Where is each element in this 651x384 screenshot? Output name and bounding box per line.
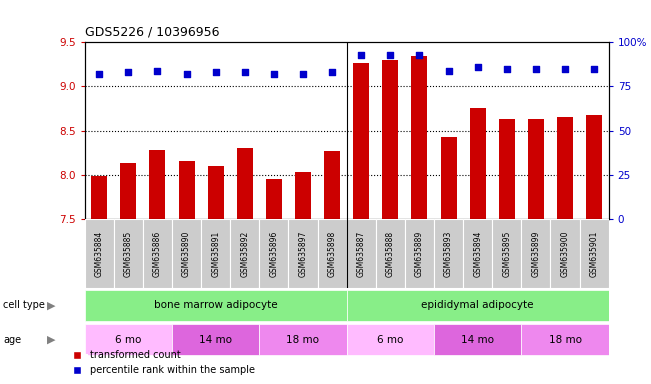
FancyBboxPatch shape (259, 219, 288, 288)
Text: GSM635900: GSM635900 (561, 230, 570, 277)
FancyBboxPatch shape (85, 290, 347, 321)
Text: GSM635901: GSM635901 (590, 230, 599, 276)
Bar (120, 163, 136, 219)
Text: GSM635892: GSM635892 (240, 230, 249, 276)
Text: cell type: cell type (3, 300, 45, 310)
Bar (499, 119, 515, 219)
Bar (266, 179, 282, 219)
Point (123, 69, 133, 75)
Text: GSM635897: GSM635897 (299, 230, 307, 276)
Text: GSM635896: GSM635896 (270, 230, 279, 276)
Point (269, 71, 279, 77)
Legend: transformed count, percentile rank within the sample: transformed count, percentile rank withi… (63, 346, 258, 379)
FancyBboxPatch shape (288, 219, 318, 288)
FancyBboxPatch shape (347, 219, 376, 288)
Text: GSM635895: GSM635895 (503, 230, 511, 276)
Bar (208, 166, 224, 219)
Point (182, 71, 192, 77)
FancyBboxPatch shape (114, 219, 143, 288)
Text: GSM635894: GSM635894 (473, 230, 482, 276)
Text: ▶: ▶ (47, 300, 55, 310)
Point (501, 66, 512, 72)
Bar (586, 115, 602, 219)
Bar (353, 63, 369, 219)
Bar (150, 150, 165, 219)
Text: GSM635898: GSM635898 (327, 230, 337, 276)
Point (531, 66, 541, 72)
Text: GSM635890: GSM635890 (182, 230, 191, 276)
FancyBboxPatch shape (201, 219, 230, 288)
Bar (382, 60, 398, 219)
Text: GSM635899: GSM635899 (531, 230, 540, 276)
FancyBboxPatch shape (551, 219, 579, 288)
Point (240, 69, 250, 75)
Text: GSM635885: GSM635885 (124, 230, 133, 276)
Point (210, 69, 221, 75)
Bar (411, 56, 428, 219)
Point (385, 51, 396, 58)
Point (589, 66, 600, 72)
FancyBboxPatch shape (85, 324, 172, 356)
FancyBboxPatch shape (230, 219, 259, 288)
Point (560, 66, 570, 72)
Bar (441, 137, 456, 219)
Point (298, 71, 308, 77)
FancyBboxPatch shape (347, 290, 609, 321)
Bar (178, 161, 195, 219)
FancyBboxPatch shape (259, 324, 347, 356)
FancyBboxPatch shape (143, 219, 172, 288)
FancyBboxPatch shape (521, 219, 551, 288)
FancyBboxPatch shape (434, 324, 521, 356)
FancyBboxPatch shape (521, 324, 609, 356)
Text: 14 mo: 14 mo (199, 335, 232, 345)
FancyBboxPatch shape (172, 324, 259, 356)
Point (94, 71, 104, 77)
Bar (528, 119, 544, 219)
Text: age: age (3, 335, 21, 345)
Text: GDS5226 / 10396956: GDS5226 / 10396956 (85, 25, 219, 38)
Point (152, 68, 163, 74)
Text: GSM635887: GSM635887 (357, 230, 366, 276)
Text: GSM635888: GSM635888 (386, 230, 395, 276)
Bar (557, 117, 573, 219)
Text: GSM635884: GSM635884 (94, 230, 104, 276)
Text: GSM635889: GSM635889 (415, 230, 424, 276)
Text: bone marrow adipocyte: bone marrow adipocyte (154, 300, 277, 310)
Bar (324, 151, 340, 219)
FancyBboxPatch shape (579, 219, 609, 288)
FancyBboxPatch shape (405, 219, 434, 288)
Text: GSM635891: GSM635891 (211, 230, 220, 276)
Bar (469, 109, 486, 219)
Text: GSM635886: GSM635886 (153, 230, 162, 276)
FancyBboxPatch shape (434, 219, 463, 288)
Text: 6 mo: 6 mo (115, 335, 141, 345)
Bar (91, 177, 107, 219)
Text: epididymal adipocyte: epididymal adipocyte (421, 300, 534, 310)
Point (473, 64, 483, 70)
Text: 14 mo: 14 mo (461, 335, 494, 345)
FancyBboxPatch shape (85, 219, 114, 288)
Text: 18 mo: 18 mo (549, 335, 581, 345)
Text: 18 mo: 18 mo (286, 335, 320, 345)
Bar (237, 148, 253, 219)
Point (327, 69, 337, 75)
FancyBboxPatch shape (376, 219, 405, 288)
Point (443, 68, 454, 74)
FancyBboxPatch shape (347, 324, 434, 356)
FancyBboxPatch shape (492, 219, 521, 288)
Text: GSM635893: GSM635893 (444, 230, 453, 276)
Bar (295, 172, 311, 219)
FancyBboxPatch shape (463, 219, 492, 288)
Point (414, 51, 424, 58)
Text: 6 mo: 6 mo (377, 335, 404, 345)
Text: ▶: ▶ (47, 335, 55, 345)
FancyBboxPatch shape (318, 219, 347, 288)
FancyBboxPatch shape (172, 219, 201, 288)
Point (356, 51, 367, 58)
